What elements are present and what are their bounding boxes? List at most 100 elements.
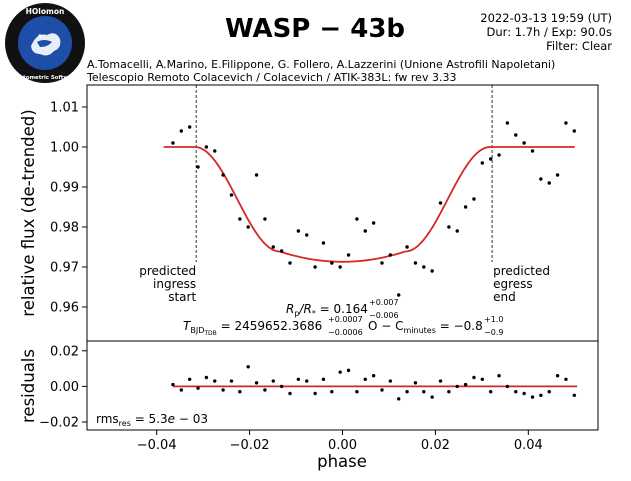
svg-text:Rp/R* = 0.164: Rp/R* = 0.164 [286, 302, 368, 318]
light-curve-point [179, 129, 184, 133]
light-curve-point [530, 149, 535, 153]
svg-text:−0.006: −0.006 [369, 311, 399, 320]
light-curve-point [564, 121, 568, 125]
light-curve-point [196, 165, 200, 169]
filter-label: Filter: Clear [546, 39, 612, 53]
residual-point [505, 384, 510, 389]
residual-point [522, 391, 526, 396]
light-curve-point [371, 221, 376, 225]
residual-point [221, 388, 225, 392]
page-title: WASP − 43b [225, 14, 405, 44]
predicted-line-label: egress [493, 277, 533, 291]
light-curve-point [405, 245, 409, 249]
logo-star-icon [38, 34, 42, 38]
light-curve-point [413, 261, 418, 265]
residual-point [397, 397, 401, 401]
predicted-line-label: end [493, 290, 516, 304]
residuals-x-ticks: −0.04 −0.02 0.00 0.02 0.04 [137, 430, 543, 453]
residuals-ylabel: residuals [19, 349, 38, 423]
residual-point [288, 391, 292, 396]
residuals-plot-area [171, 365, 578, 401]
transit-model-line [163, 146, 575, 263]
residual-point [355, 390, 359, 394]
light-curve-point [229, 193, 234, 197]
residual-point [438, 379, 443, 383]
logo-top-text: HOlomon [26, 7, 65, 16]
light-curve-point [363, 229, 367, 233]
residual-point [330, 390, 334, 394]
light-curve-point [246, 225, 250, 229]
residual-point [530, 395, 535, 399]
holomon-logo: HOlomon Photometric Software [5, 3, 85, 83]
light-curve-point [271, 245, 275, 249]
light-curve-y-tick-label: 0.96 [50, 301, 79, 316]
light-curve-ylabel: relative flux (de-trended) [19, 109, 38, 316]
light-curve-y-tick-label: 0.97 [50, 261, 79, 276]
light-curve-point [422, 265, 426, 269]
light-curve-point [346, 253, 351, 257]
light-curve-point [447, 225, 451, 229]
residual-point [213, 379, 217, 383]
residual-point [388, 379, 393, 383]
light-curve-point [480, 161, 485, 165]
x-tick-label: 0.02 [421, 438, 450, 453]
light-curve-point [455, 229, 459, 233]
light-curve-point [438, 201, 443, 205]
residual-point [229, 379, 234, 383]
residual-point [539, 393, 543, 397]
residual-point [271, 379, 275, 383]
predicted-line-label: predicted [139, 264, 196, 278]
x-tick-label: 0.04 [514, 438, 543, 453]
light-curve-point [572, 129, 577, 133]
light-curve-point [488, 157, 493, 161]
residual-point [497, 374, 501, 378]
light-curve-y-tick-label: 0.98 [50, 221, 79, 236]
svg-text:+0.007: +0.007 [369, 298, 399, 307]
residual-point [413, 381, 418, 385]
rp-rs-annotation: Rp/R* = 0.164 +0.007 −0.006 [286, 298, 399, 320]
residual-point [279, 384, 284, 389]
light-curve-point [539, 177, 543, 181]
light-curve-point [187, 125, 192, 129]
residual-point [296, 377, 301, 381]
residual-point [346, 368, 351, 373]
duration-exposure: Dur: 1.7h / Exp: 90.0s [487, 25, 612, 39]
residual-point [380, 388, 384, 392]
residual-point [572, 393, 577, 397]
light-curve-point [221, 173, 225, 177]
light-curve-point [463, 205, 468, 209]
logo-coast-shape [37, 40, 52, 47]
light-curve-point [330, 261, 334, 265]
light-curve-point [380, 261, 384, 265]
light-curve-point [505, 121, 510, 125]
svg-text:TBJDTDB = 2459652.3686: TBJDTDB = 2459652.3686 [183, 319, 322, 337]
x-tick-label: −0.04 [137, 438, 177, 453]
light-curve-point [213, 149, 217, 153]
light-curve-point [313, 265, 317, 269]
light-curve-y-tick-label: 1.01 [50, 101, 79, 116]
residual-point [263, 388, 267, 392]
residual-point [171, 382, 175, 387]
light-curve-point [204, 145, 209, 149]
light-curve-point [555, 173, 560, 177]
residual-point [564, 377, 568, 381]
residual-point [363, 377, 367, 381]
residual-point [547, 390, 551, 394]
x-tick-label: 0.00 [328, 438, 357, 453]
residuals-y-tick-label: −0.02 [39, 415, 79, 430]
residuals-y-tick-label: 0.02 [50, 344, 79, 359]
light-curve-y-ticks: 0.96 0.97 0.98 0.99 1.00 1.01 [50, 101, 87, 316]
light-curve-point [238, 217, 242, 221]
light-curve-y-tick-label: 0.99 [50, 181, 79, 196]
residual-point [555, 374, 560, 378]
authors-line: A.Tomacelli, A.Marino, E.Filippone, G. F… [87, 58, 555, 71]
light-curve-point [430, 269, 434, 273]
svg-text:O − Cminutes = −0.8: O − Cminutes = −0.8 [368, 319, 483, 335]
light-curve-point [514, 133, 518, 137]
residuals-y-tick-label: 0.00 [50, 380, 79, 395]
telescope-line: Telescopio Remoto Colacevich / Colacevic… [86, 71, 456, 84]
svg-text:+0.0007: +0.0007 [328, 315, 363, 324]
residual-point [480, 377, 485, 381]
residual-point [204, 375, 209, 380]
